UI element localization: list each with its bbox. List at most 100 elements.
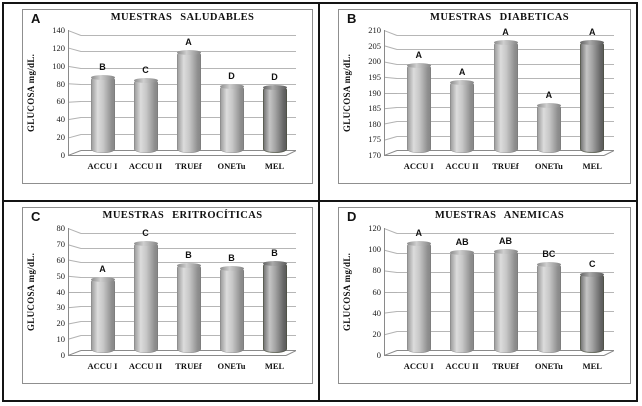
- x-category-label: ACCU II: [128, 361, 163, 371]
- x-category-label: TRUEf: [492, 161, 519, 171]
- x-category-label: TRUEf: [492, 361, 519, 371]
- y-tick-label: 205: [368, 40, 381, 51]
- chart-title: MUESTRAS ANEMICAS: [434, 210, 565, 221]
- y-tick-label: 210: [368, 25, 381, 35]
- floor-right-edge: [603, 150, 615, 156]
- gridline-bevel: [68, 117, 82, 121]
- y-tick-label: 170: [368, 150, 381, 160]
- significance-letter: B: [185, 249, 192, 260]
- bar-MEL: [262, 261, 287, 353]
- gridline-bevel: [384, 330, 398, 335]
- gridline-bevel: [384, 291, 397, 293]
- floor-front-line: [384, 155, 604, 156]
- y-tick-label: 70: [56, 238, 66, 249]
- bar-ACCU I: [406, 62, 431, 153]
- floor-right-edge: [285, 350, 297, 356]
- gridline: [81, 233, 296, 234]
- x-category-label: ONETu: [534, 161, 563, 171]
- gridline: [397, 35, 614, 36]
- gridline-bevel: [68, 133, 82, 138]
- significance-letter: AB: [499, 235, 512, 246]
- y-tick-label: 100: [368, 244, 381, 255]
- significance-letter: A: [415, 227, 422, 238]
- gridline-bevel: [384, 135, 398, 141]
- x-category-label: ACCU I: [403, 361, 434, 371]
- significance-letter: D: [228, 71, 235, 82]
- y-tick-label: 80: [372, 265, 382, 276]
- floor-front-line: [68, 155, 286, 156]
- gridline-bevel: [68, 291, 81, 293]
- panel-C-chart: C MUESTRAS ERITROCÍTICAS GLUCOSA mg/dL. 0 10…: [22, 207, 313, 384]
- y-tick-label: 20: [372, 328, 382, 339]
- bar-ACCU I: [90, 75, 115, 153]
- x-category-label: ONETu: [217, 361, 246, 371]
- panel-letter: D: [347, 209, 357, 224]
- significance-letter: D: [271, 71, 278, 82]
- bar-TRUEf: [176, 262, 201, 353]
- x-category-label: ACCU II: [128, 161, 163, 171]
- x-category-label: ACCU I: [87, 361, 118, 371]
- y-axis-line: [68, 30, 69, 155]
- chart-title: MUESTRAS SALUDABLES: [110, 12, 255, 23]
- chart-title: MUESTRAS ERITROCÍTICAS: [102, 210, 263, 221]
- y-tick-label: 200: [368, 56, 381, 67]
- bar-ONETu: [536, 262, 561, 353]
- gridline-bevel: [68, 30, 82, 36]
- floor-front-line: [384, 355, 604, 356]
- x-category-label: TRUEf: [175, 161, 202, 171]
- y-tick-label: 120: [368, 223, 381, 233]
- bar-ACCU II: [133, 78, 158, 153]
- bar-TRUEf: [493, 248, 518, 353]
- bar-TRUEf: [493, 39, 518, 153]
- y-tick-label: 40: [56, 286, 66, 297]
- y-tick-label: 30: [56, 302, 66, 313]
- panel-D: D MUESTRAS ANEMICAS GLUCOSA mg/dL. 0 20 40 60 8…: [320, 202, 636, 400]
- y-tick-label: 20: [56, 318, 66, 329]
- y-tick-label: 0: [60, 350, 65, 360]
- gridline-bevel: [68, 275, 82, 278]
- significance-letter: C: [142, 65, 149, 76]
- significance-letter: B: [99, 62, 106, 73]
- bar-ONETu: [219, 265, 244, 353]
- panel-D-chart: D MUESTRAS ANEMICAS GLUCOSA mg/dL. 0 20 40 60 8…: [338, 207, 631, 384]
- floor-right-edge: [285, 150, 297, 156]
- y-tick-label: 60: [372, 286, 382, 297]
- x-category-label: TRUEf: [175, 361, 202, 371]
- y-tick-label: 190: [368, 87, 381, 98]
- y-tick-label: 195: [368, 71, 381, 82]
- x-category-label: ONETu: [534, 361, 563, 371]
- gridline-bevel: [384, 121, 398, 125]
- gridline-bevel: [384, 61, 398, 65]
- significance-letter: BC: [542, 249, 556, 260]
- bar-TRUEf: [176, 50, 201, 153]
- significance-letter: A: [99, 264, 106, 275]
- gridline-bevel: [384, 92, 397, 94]
- significance-letter: A: [415, 49, 422, 60]
- bar-MEL: [262, 84, 287, 153]
- bar-MEL: [580, 271, 605, 353]
- x-category-label: MEL: [582, 161, 602, 171]
- x-category-label: ACCU II: [445, 161, 479, 171]
- gridline-bevel: [384, 45, 398, 51]
- panel-A: A MUESTRAS SALUDABLES GLUCOSA mg/dL. 0 20 40 6…: [4, 4, 320, 202]
- bar-ACCU II: [133, 240, 158, 353]
- significance-letter: B: [271, 248, 278, 259]
- figure: A MUESTRAS SALUDABLES GLUCOSA mg/dL. 0 20 40 6…: [2, 2, 638, 402]
- panel-letter: A: [31, 11, 41, 26]
- bar-ACCU II: [450, 80, 475, 153]
- x-category-label: MEL: [264, 361, 285, 371]
- y-axis-line: [384, 228, 385, 355]
- significance-letter: B: [228, 252, 235, 263]
- significance-letter: A: [458, 67, 466, 77]
- x-category-label: ACCU I: [87, 161, 118, 171]
- gridline-bevel: [384, 311, 398, 314]
- floor-right-edge: [603, 350, 615, 356]
- gridline-bevel: [68, 65, 82, 69]
- panel-C: C MUESTRAS ERITROCÍTICAS GLUCOSA mg/dL. 0 10…: [4, 202, 320, 400]
- significance-letter: A: [589, 26, 596, 37]
- y-tick-label: 140: [52, 25, 65, 35]
- gridline: [81, 35, 296, 36]
- bar-ACCU II: [450, 249, 475, 353]
- gridline-bevel: [67, 100, 82, 103]
- gridline-bevel: [67, 83, 82, 86]
